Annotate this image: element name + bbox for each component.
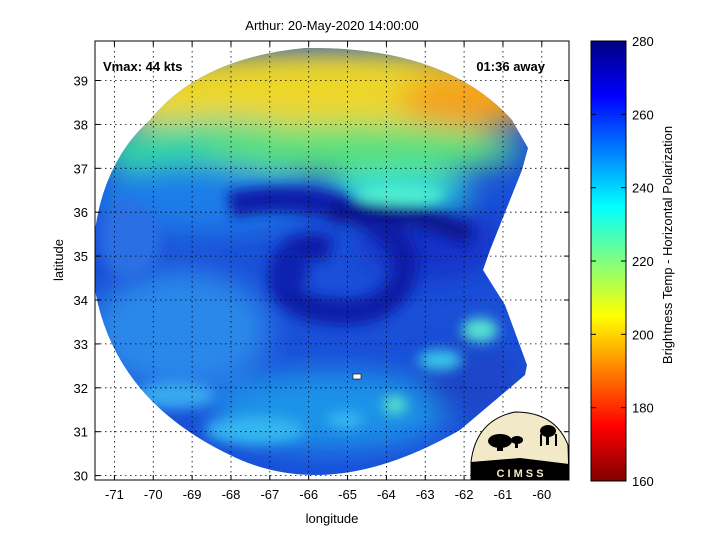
x-tick-label: -66 [299, 487, 318, 502]
colorbar-tick-label: 220 [632, 254, 654, 269]
colorbar-tick-label: 180 [632, 401, 654, 416]
y-tick-label: 32 [74, 381, 88, 396]
x-tick-label: -65 [338, 487, 357, 502]
y-tick-label: 38 [74, 117, 88, 132]
x-ticks: -71 -70 -69 -68 -67 -66 -65 -64 -63 -62 -61 -60 [105, 41, 551, 502]
colorbar-tick-label: 200 [632, 327, 654, 342]
cimss-logo-text: C I M S S [496, 468, 543, 480]
colorbar-label: Brightness Temp - Horizontal Polarizatio… [660, 126, 675, 364]
x-tick-label: -62 [455, 487, 474, 502]
y-tick-label: 30 [74, 469, 88, 484]
colorbar-tick-label: 240 [632, 181, 654, 196]
grid-lines [95, 41, 569, 480]
y-tick-label: 31 [74, 425, 88, 440]
y-tick-label: 39 [74, 74, 88, 89]
x-axis-title: longitude [306, 511, 359, 526]
x-tick-label: -71 [105, 487, 124, 502]
colorbar-tick-label: 160 [632, 474, 654, 489]
y-ticks: 30 31 32 33 34 35 36 37 38 39 [74, 74, 569, 484]
x-tick-label: -69 [183, 487, 202, 502]
x-tick-label: -60 [532, 487, 551, 502]
brightness-temp-swath [95, 47, 528, 476]
vmax-label: Vmax: 44 kts [103, 59, 183, 74]
y-axis-title: latitude [51, 239, 66, 281]
x-tick-label: -64 [377, 487, 396, 502]
cimss-logo: C I M S S [470, 411, 570, 481]
time-offset-label: 01:36 away [476, 59, 545, 74]
x-tick-label: -61 [494, 487, 513, 502]
colorbar-tick-label: 280 [632, 34, 654, 49]
y-tick-label: 35 [74, 249, 88, 264]
y-tick-label: 33 [74, 337, 88, 352]
colorbar-ticks: 160 180 200 220 240 260 280 [591, 34, 654, 489]
y-tick-label: 34 [74, 293, 88, 308]
y-tick-label: 36 [74, 205, 88, 220]
chart-title: Arthur: 20-May-2020 14:00:00 [245, 18, 418, 33]
swath-artifact [352, 373, 362, 380]
x-tick-label: -70 [144, 487, 163, 502]
x-tick-label: -63 [416, 487, 435, 502]
x-tick-label: -67 [260, 487, 279, 502]
colorbar-tick-label: 260 [632, 107, 654, 122]
colorbar [590, 40, 627, 482]
x-tick-label: -68 [222, 487, 241, 502]
axes-frame [94, 40, 570, 481]
y-tick-label: 37 [74, 161, 88, 176]
